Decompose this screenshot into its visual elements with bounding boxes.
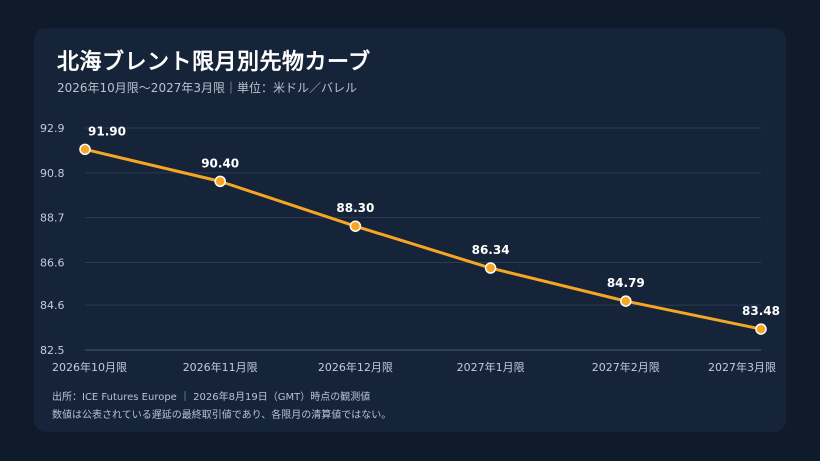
chart-subtitle: 2026年10月限～2027年3月限｜単位：米ドル／バレル — [57, 81, 357, 95]
y-tick-label: 84.6 — [40, 299, 65, 312]
x-tick-label: 2026年11月限 — [183, 360, 258, 374]
data-label: 88.30 — [336, 201, 374, 215]
data-label: 84.79 — [607, 276, 645, 290]
data-label: 90.40 — [201, 156, 239, 170]
series-line — [83, 147, 763, 331]
data-label: 86.34 — [472, 243, 510, 257]
data-point — [214, 175, 226, 188]
data-point — [484, 262, 497, 274]
x-tick-label: 2027年3月限 — [708, 360, 776, 374]
y-tick-label: 92.9 — [40, 122, 65, 135]
x-tick-label: 2026年12月限 — [318, 360, 393, 374]
y-tick-label: 90.8 — [40, 167, 65, 180]
x-tick-label: 2027年2月限 — [592, 360, 660, 374]
y-tick-label: 88.7 — [40, 212, 65, 225]
chart-title: 北海ブレント限月別先物カーブ — [57, 50, 371, 75]
source-note: 出所：ICE Futures Europe ｜ 2026年8月19日（GMT）時… — [52, 392, 371, 403]
chart-card — [34, 28, 786, 432]
data-label: 83.48 — [742, 304, 780, 318]
data-point — [755, 323, 767, 335]
x-tick-label: 2026年10月限 — [52, 360, 127, 374]
disclaimer-note: 数値は公表されている遅延の最終取引値であり、各限月の清算値ではない。 — [52, 410, 392, 421]
data-point — [620, 295, 632, 307]
data-label: 91.90 — [88, 124, 126, 138]
y-tick-label: 82.5 — [40, 344, 65, 357]
data-point — [79, 143, 91, 156]
x-tick-label: 2027年1月限 — [457, 360, 525, 374]
data-point — [349, 220, 362, 232]
y-tick-label: 86.6 — [40, 256, 65, 269]
